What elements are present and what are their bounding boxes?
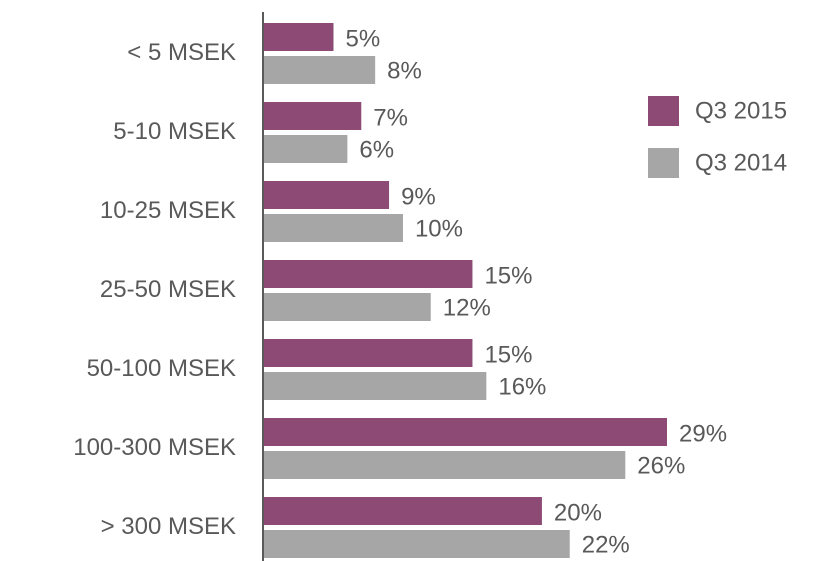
value-label: 15% [484,262,532,289]
value-label: 29% [679,420,727,447]
legend-swatch [648,96,679,126]
category-label: 25-50 MSEK [100,276,236,303]
value-label: 16% [498,373,546,400]
value-label: 20% [554,499,602,526]
bar [264,56,376,84]
value-label: 6% [359,136,394,163]
bar [264,214,403,242]
legend-label: Q3 2014 [695,149,787,176]
category-label: > 300 MSEK [101,513,236,540]
category-label: < 5 MSEK [127,39,236,66]
category-label: 50-100 MSEK [87,355,236,382]
bar [264,497,542,525]
bar [264,102,362,130]
category-label: 100-300 MSEK [73,434,236,461]
bar [264,451,626,479]
bar [264,372,487,400]
value-label: 26% [637,452,685,479]
value-label: 5% [345,25,380,52]
bar [264,339,473,367]
category-label: 5-10 MSEK [113,118,236,145]
value-label: 8% [387,57,422,84]
bar [264,135,348,163]
bar [264,293,431,321]
legend-label: Q3 2015 [695,97,787,124]
bar [264,418,667,446]
value-label: 10% [415,215,463,242]
legend-swatch [648,148,679,178]
category-label: 10-25 MSEK [100,197,236,224]
value-label: 12% [443,294,491,321]
value-label: 15% [484,341,532,368]
bar [264,260,473,288]
value-label: 22% [582,531,630,558]
value-label: 7% [373,104,408,131]
bar [264,530,570,558]
value-label: 9% [401,183,436,210]
bar [264,181,390,209]
bar [264,23,334,51]
